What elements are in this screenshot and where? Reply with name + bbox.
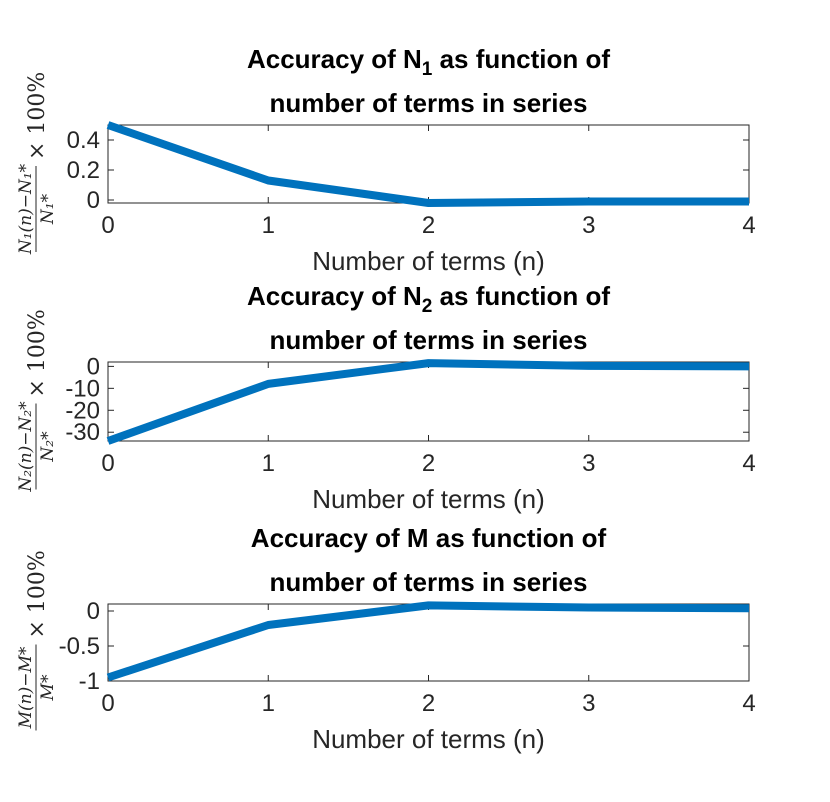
series-line-1 xyxy=(106,601,750,682)
y-tick-label: -1 xyxy=(79,668,100,695)
chart-title-subscript: 2 xyxy=(422,296,433,317)
y-tick-label: -0.5 xyxy=(59,633,100,660)
y-tick-label: -20 xyxy=(65,397,100,424)
x-tick-label: 4 xyxy=(742,690,755,717)
x-tick-label: 3 xyxy=(582,450,595,477)
y-axis-label-numerator: N₂(n)−N₂* xyxy=(16,401,36,493)
y-tick-label: 0 xyxy=(87,187,100,214)
y-axis-label: N₂(n)−N₂* N₂* × 100% xyxy=(16,309,58,493)
y-axis-label-suffix: × 100% xyxy=(25,309,50,397)
chart-title-line2: number of terms in series xyxy=(270,325,588,355)
y-tick-label: 0 xyxy=(87,353,100,380)
x-axis-label: Number of terms (n) xyxy=(312,246,545,276)
axes-box xyxy=(107,361,750,442)
y-axis-label-suffix: × 100% xyxy=(25,550,50,638)
chart-title-suffix: as function of xyxy=(432,44,610,74)
x-tick-label: 1 xyxy=(262,690,275,717)
chart-title-line1: Accuracy of N2 as function of xyxy=(247,281,610,317)
x-tick-label: 0 xyxy=(101,690,114,717)
chart-title-prefix: Accuracy of N xyxy=(247,44,422,74)
x-tick-label: 4 xyxy=(742,212,755,239)
x-tick-label: 2 xyxy=(422,690,435,717)
y-axis-label-numerator: M(n)−M* xyxy=(16,646,36,729)
x-tick-label: 0 xyxy=(101,450,114,477)
y-tick-label: -30 xyxy=(65,419,100,446)
subplot-3: Accuracy of M as function of number of te… xyxy=(16,523,756,754)
chart-title-line1: Accuracy of N1 as function of xyxy=(247,44,610,80)
chart-title-prefix: Accuracy of N xyxy=(247,281,422,311)
x-tick-label: 2 xyxy=(422,450,435,477)
y-tick-label: -10 xyxy=(65,375,100,402)
chart-title-line2: number of terms in series xyxy=(270,88,588,118)
y-axis-label-suffix: × 100% xyxy=(25,72,50,160)
chart-title-suffix: as function of xyxy=(429,523,607,553)
chart-title-line2: number of terms in series xyxy=(270,567,588,597)
y-tick-label: 0.4 xyxy=(67,127,100,154)
chart-title-line1: Accuracy of M as function of xyxy=(251,523,607,553)
x-tick-label: 2 xyxy=(422,212,435,239)
x-tick-label: 1 xyxy=(262,450,275,477)
y-axis-label-numerator: N₁(n)−N₁* xyxy=(16,163,36,255)
y-axis-label-denominator: N₂* xyxy=(38,431,58,463)
x-tick-label: 1 xyxy=(262,212,275,239)
y-tick-label: 0 xyxy=(87,598,100,625)
x-tick-label: 0 xyxy=(101,212,114,239)
y-tick-label: 0.2 xyxy=(67,157,100,184)
y-axis-label: M(n)−M* M* × 100% xyxy=(16,550,58,731)
axes-box xyxy=(107,124,750,204)
x-axis-label: Number of terms (n) xyxy=(312,724,545,754)
series-line-1 xyxy=(106,359,750,445)
y-axis-label-denominator: N₁* xyxy=(38,193,58,225)
chart-title-prefix: Accuracy of M xyxy=(251,523,429,553)
x-tick-label: 4 xyxy=(742,450,755,477)
chart-title-subscript: 1 xyxy=(422,59,433,80)
x-tick-label: 3 xyxy=(582,212,595,239)
series-line-1 xyxy=(106,121,749,207)
chart-title-suffix: as function of xyxy=(432,281,610,311)
x-tick-label: 3 xyxy=(582,690,595,717)
x-axis-label: Number of terms (n) xyxy=(312,484,545,514)
y-axis-label-denominator: M* xyxy=(38,674,58,701)
y-axis-label: N₁(n)−N₁* N₁* × 100% xyxy=(16,72,58,256)
